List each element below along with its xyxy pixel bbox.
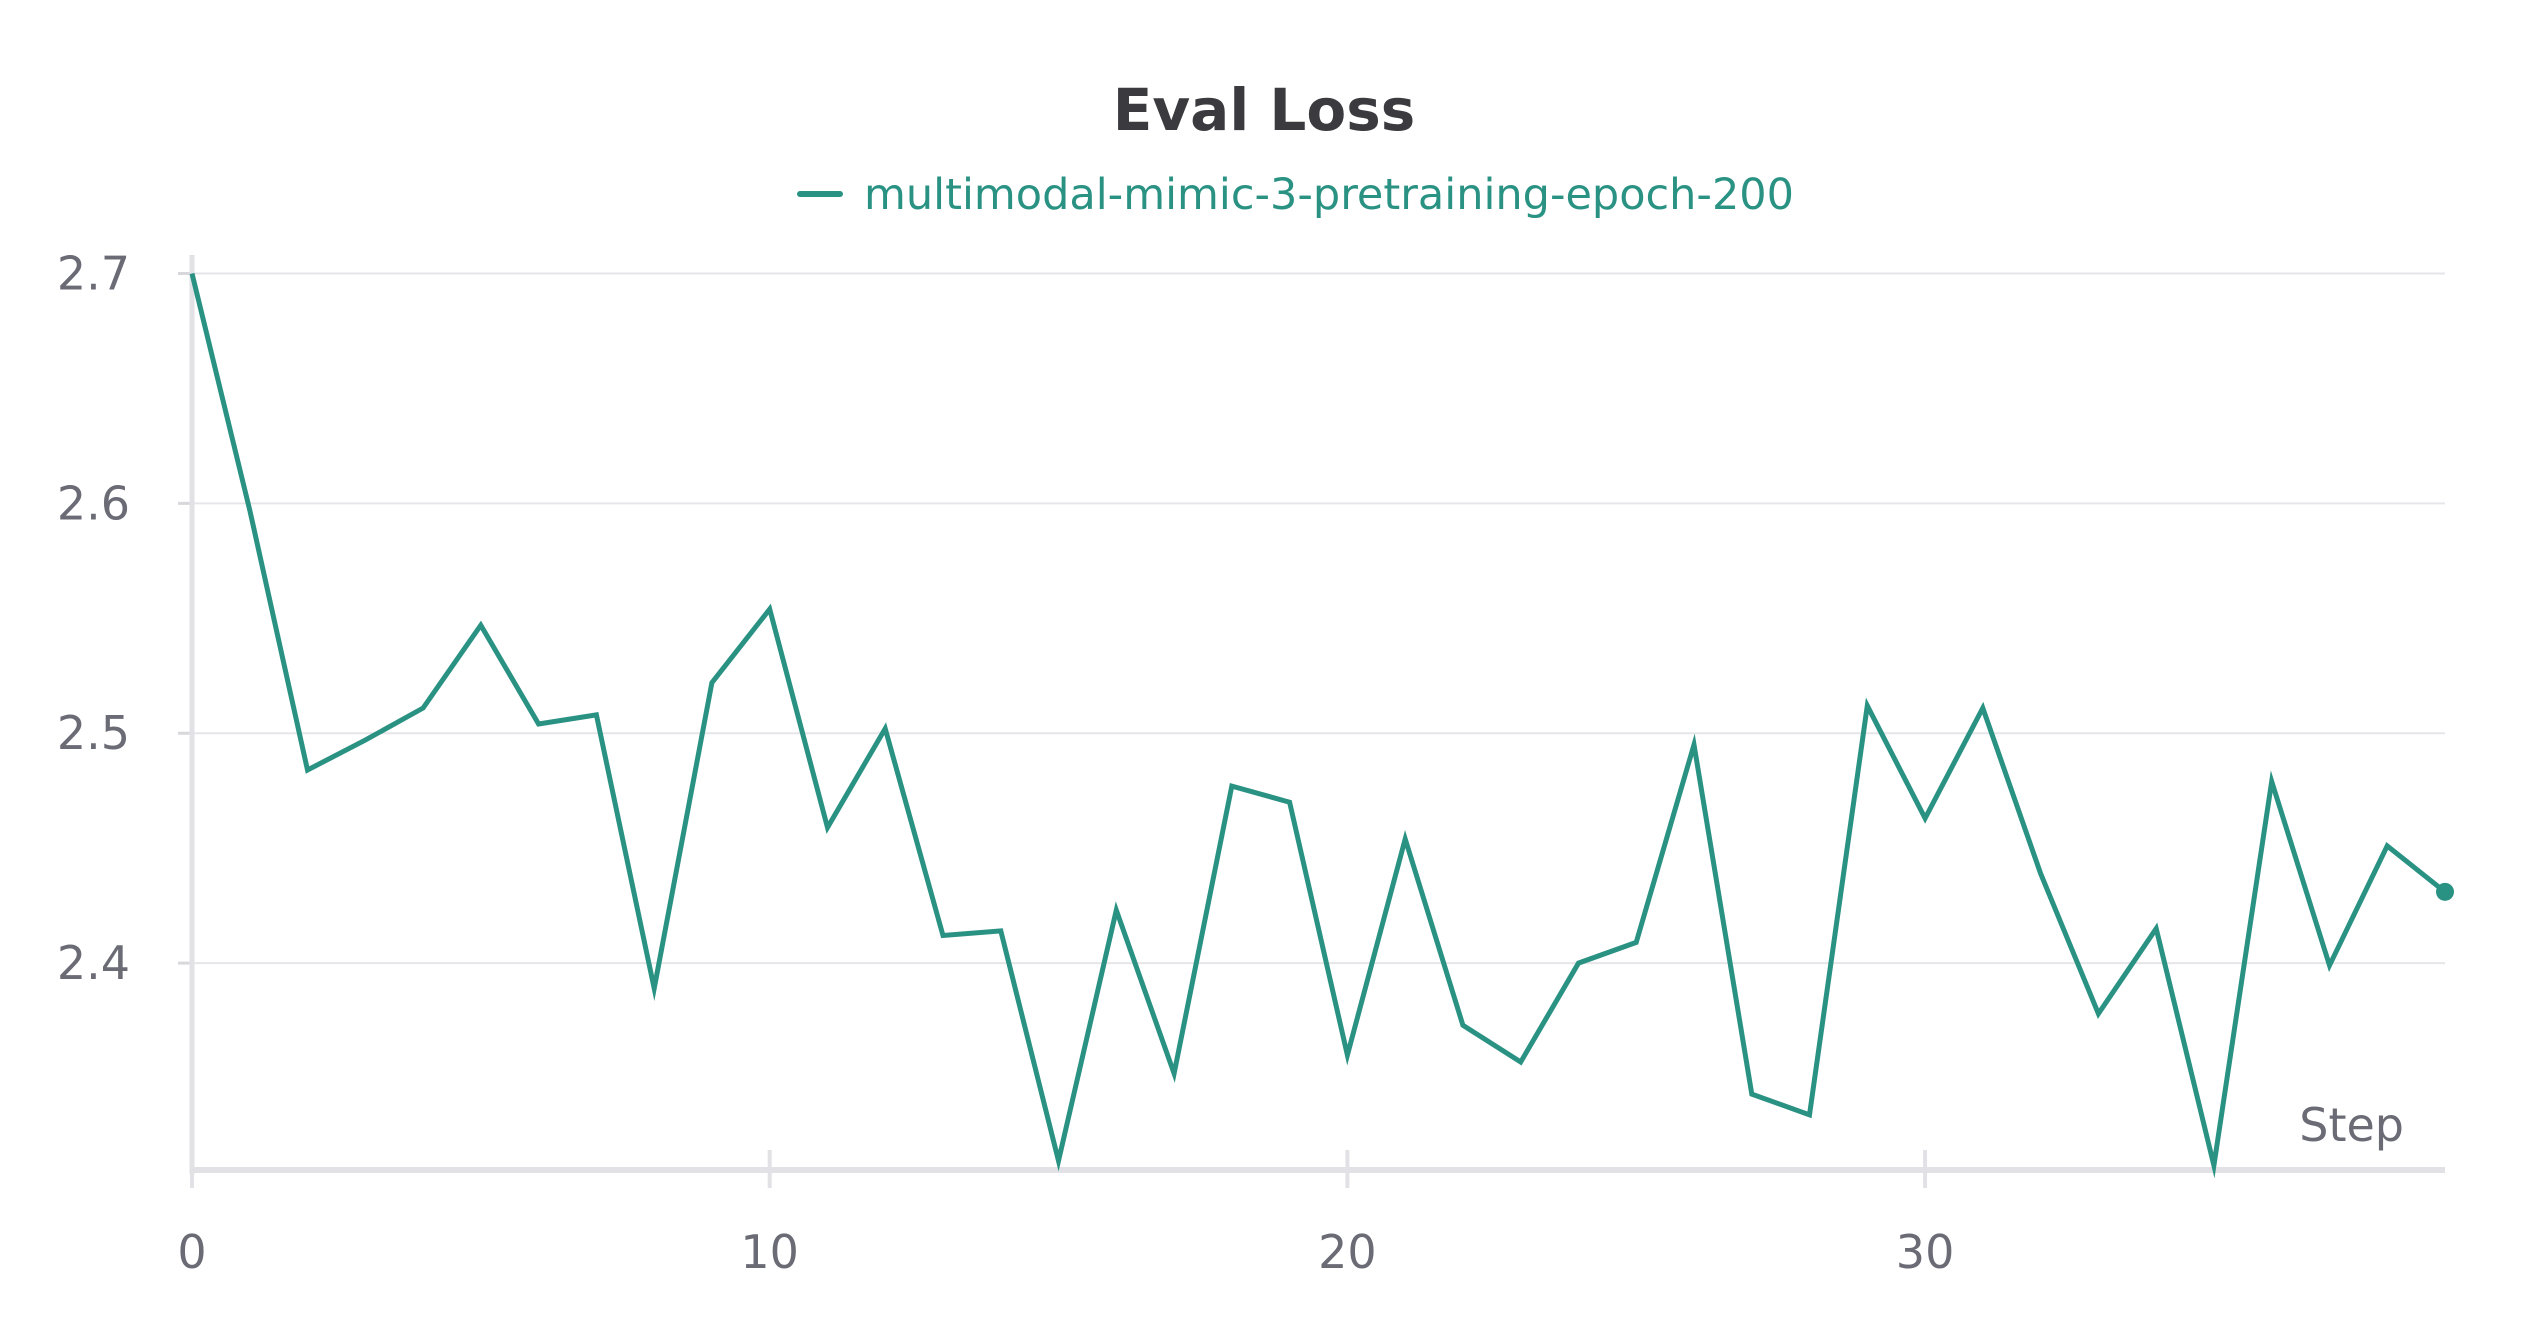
x-tick-label: 30	[1896, 1225, 1955, 1279]
series-end-point	[2436, 882, 2454, 901]
x-tick-label: 0	[177, 1225, 206, 1279]
legend-series-name: multimodal-mimic-3-pretraining-epoch-200	[864, 170, 1794, 220]
chart-title: Eval Loss	[1113, 76, 1416, 144]
y-tick-label: 2.4	[57, 936, 130, 990]
tick-labels: 2.4 2.5 2.6 2.7 0 10 20 30	[57, 246, 1955, 1279]
x-tick-label: 20	[1318, 1225, 1377, 1279]
legend[interactable]: multimodal-mimic-3-pretraining-epoch-200	[797, 170, 1794, 220]
series-lines	[189, 272, 2454, 1179]
y-tick-label: 2.7	[57, 246, 130, 300]
grid-lines	[192, 272, 2445, 965]
axes	[178, 255, 2445, 1188]
y-tick-label: 2.5	[57, 706, 130, 760]
x-tick-label: 10	[740, 1225, 799, 1279]
x-axis-title: Step	[2299, 1098, 2404, 1152]
series-line	[189, 272, 2447, 1179]
y-tick-label: 2.6	[57, 476, 130, 530]
